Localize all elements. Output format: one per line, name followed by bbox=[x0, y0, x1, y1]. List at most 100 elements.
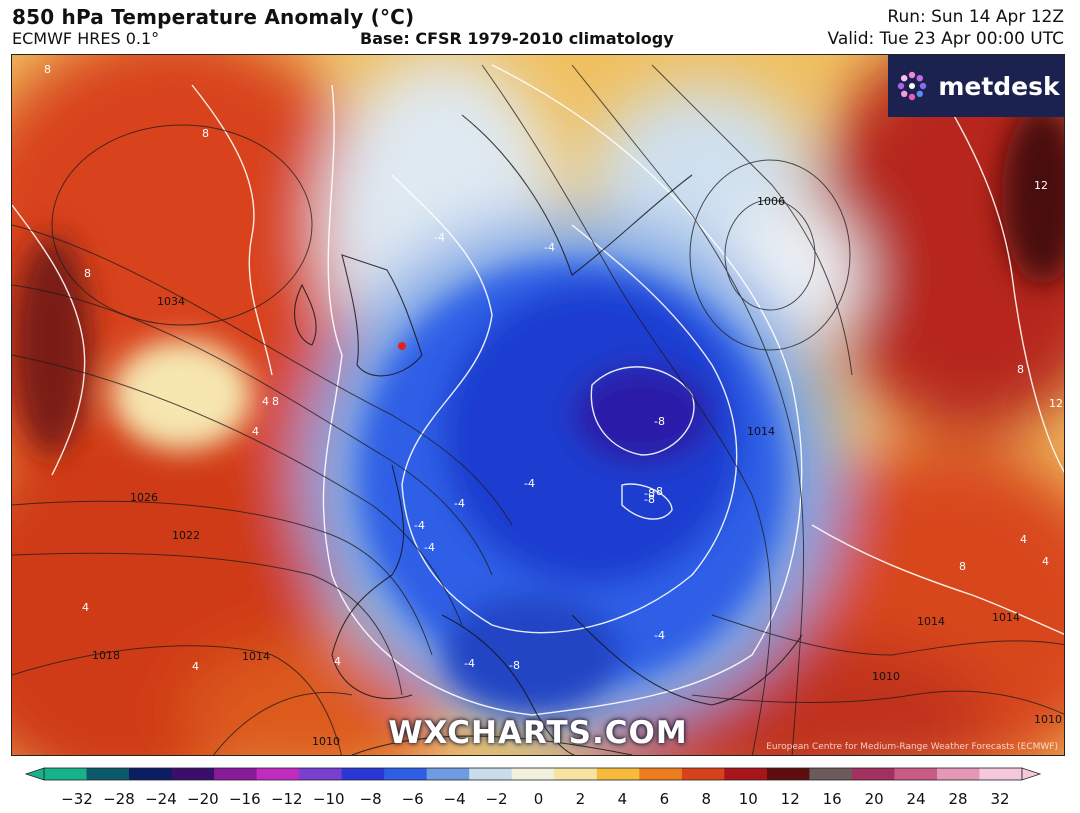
anomaly-contour-label: -4 bbox=[434, 231, 445, 244]
isobar-label: 1014 bbox=[747, 425, 775, 438]
anomaly-contour-label: 8 bbox=[84, 267, 91, 280]
isobar-label: 1010 bbox=[312, 735, 340, 748]
colorbar: −32 −28 −24 −20 −16 −12 −10 −8 −6 −4 −2 0 2 4 6 8 10 12 16… bbox=[24, 767, 1042, 808]
colorbar-tick-label: −6 bbox=[402, 790, 424, 808]
colorbar-tick-label: −24 bbox=[145, 790, 177, 808]
isobar-label: 1010 bbox=[1034, 713, 1062, 726]
metdesk-logo[interactable]: metdesk bbox=[888, 55, 1064, 117]
colorbar-segment bbox=[384, 768, 428, 780]
isobar-label: 1014 bbox=[917, 615, 945, 628]
city-marker[interactable] bbox=[398, 342, 406, 350]
watermark: WXCHARTS.COM bbox=[388, 715, 688, 751]
colorbar-tick-label: −4 bbox=[444, 790, 466, 808]
colorbar-tick-label: 2 bbox=[576, 790, 586, 808]
colorbar-segment bbox=[766, 768, 810, 780]
coastlines bbox=[294, 114, 803, 755]
colorbar-tick-label: 6 bbox=[660, 790, 670, 808]
logo-text: metdesk bbox=[938, 71, 1060, 101]
isobar-label: 1010 bbox=[872, 670, 900, 683]
colorbar-segment bbox=[299, 768, 343, 780]
colorbar-tick-label: 20 bbox=[865, 790, 884, 808]
model-label: ECMWF HRES 0.1° bbox=[12, 29, 160, 48]
isobar-label: 1018 bbox=[92, 649, 120, 662]
anomaly-contour-label: 8 bbox=[1017, 363, 1024, 376]
colorbar-segment bbox=[341, 768, 385, 780]
colorbar-tick-label: −2 bbox=[485, 790, 507, 808]
colorbar-tick-label: 24 bbox=[907, 790, 926, 808]
colorbar-segment bbox=[724, 768, 768, 780]
anomaly-contour-label: -4 bbox=[654, 629, 665, 642]
isobars bbox=[12, 64, 1064, 755]
anomaly-contour-label: 4 bbox=[334, 655, 341, 668]
isobar-label: 1014 bbox=[992, 611, 1020, 624]
colorbar-segment bbox=[851, 768, 896, 780]
colorbar-segment bbox=[44, 768, 88, 780]
anomaly-contour-label: 8 bbox=[202, 127, 209, 140]
colorbar-tick-label: −20 bbox=[187, 790, 219, 808]
colorbar-tick-label: −16 bbox=[229, 790, 261, 808]
colorbar-segment bbox=[681, 768, 725, 780]
anomaly-contour-label: -4 bbox=[544, 241, 555, 254]
anomaly-map[interactable]: 1034 1026 1022 1018 1014 1010 1006 1014 1014 1014… bbox=[11, 54, 1065, 756]
anomaly-contour-label: 4 bbox=[252, 425, 259, 438]
anomaly-contour-label: -8 bbox=[652, 485, 663, 498]
isobar-label: 1022 bbox=[172, 529, 200, 542]
isobar-label: 1014 bbox=[242, 650, 270, 663]
climatology-base-label: Base: CFSR 1979-2010 climatology bbox=[360, 29, 674, 48]
colorbar-tick-label: −10 bbox=[313, 790, 345, 808]
colorbar-segment bbox=[639, 768, 683, 780]
metdesk-flower-icon bbox=[898, 71, 927, 101]
valid-time-label: Valid: Tue 23 Apr 00:00 UTC bbox=[827, 29, 1064, 49]
colorbar-segment bbox=[894, 768, 938, 780]
isobar-label: 1006 bbox=[757, 195, 785, 208]
isobar-label: 1026 bbox=[130, 491, 158, 504]
colorbar-tick-label: 10 bbox=[739, 790, 758, 808]
colorbar-tick-label: 32 bbox=[990, 790, 1009, 808]
colorbar-right-arrow bbox=[1021, 767, 1042, 781]
run-time-label: Run: Sun 14 Apr 12Z bbox=[887, 7, 1064, 27]
colorbar-tick-label: 4 bbox=[618, 790, 628, 808]
isobar-label: 1034 bbox=[157, 295, 185, 308]
colorbar-segments bbox=[43, 767, 1023, 781]
isobar-labels: 1034 1026 1022 1018 1014 1010 1006 1014 1014 1014… bbox=[92, 195, 1062, 748]
colorbar-segment bbox=[979, 768, 1023, 780]
colorbar-tick-label: 16 bbox=[823, 790, 842, 808]
colorbar-segment bbox=[214, 768, 258, 780]
map-canvas: 1034 1026 1022 1018 1014 1010 1006 1014 1014 1014… bbox=[12, 55, 1064, 755]
anomaly-contour-label: -8 bbox=[644, 487, 655, 500]
anomaly-contour-label: -8 bbox=[644, 493, 655, 506]
map-title: 850 hPa Temperature Anomaly (°C) bbox=[12, 5, 415, 29]
colorbar-tick-label: −32 bbox=[61, 790, 93, 808]
anomaly-contour-label: 4 bbox=[1020, 533, 1027, 546]
colorbar-tick-label: 28 bbox=[949, 790, 968, 808]
anomaly-contour-label: 4 bbox=[262, 395, 269, 408]
colorbar-tick-label: 0 bbox=[534, 790, 544, 808]
colorbar-segment bbox=[936, 768, 981, 780]
colorbar-segment bbox=[86, 768, 130, 780]
anomaly-contour-label: -4 bbox=[464, 657, 475, 670]
anomaly-contour-label: 4 bbox=[1042, 555, 1049, 568]
anomaly-contour-label: -4 bbox=[454, 497, 465, 510]
anomaly-contour-label: 4 bbox=[82, 601, 89, 614]
anomaly-contour-label: -4 bbox=[524, 477, 535, 490]
anomaly-contour-label: 12 bbox=[1034, 179, 1048, 192]
colorbar-left-arrow bbox=[24, 767, 45, 781]
colorbar-segment bbox=[809, 768, 853, 780]
colorbar-segment bbox=[426, 768, 470, 780]
temperature-anomaly-field bbox=[12, 55, 1064, 755]
colorbar-segment bbox=[596, 768, 640, 780]
anomaly-contour-label: -4 bbox=[424, 541, 435, 554]
anomaly-contour-label: 8 bbox=[959, 560, 966, 573]
colorbar-tick-label: 12 bbox=[781, 790, 800, 808]
anomaly-contour-label: 12 bbox=[1049, 397, 1063, 410]
colorbar-tick-label: 8 bbox=[702, 790, 712, 808]
anomaly-contour-label: 8 bbox=[272, 395, 279, 408]
anomaly-contour-label: 4 bbox=[192, 660, 199, 673]
anomaly-contour-label: -8 bbox=[509, 659, 520, 672]
colorbar-segment bbox=[469, 768, 513, 780]
colorbar-tick-label: −28 bbox=[103, 790, 135, 808]
anomaly-contour-label: -8 bbox=[654, 415, 665, 428]
colorbar-tick-label: −8 bbox=[360, 790, 382, 808]
colorbar-segment bbox=[511, 768, 555, 780]
